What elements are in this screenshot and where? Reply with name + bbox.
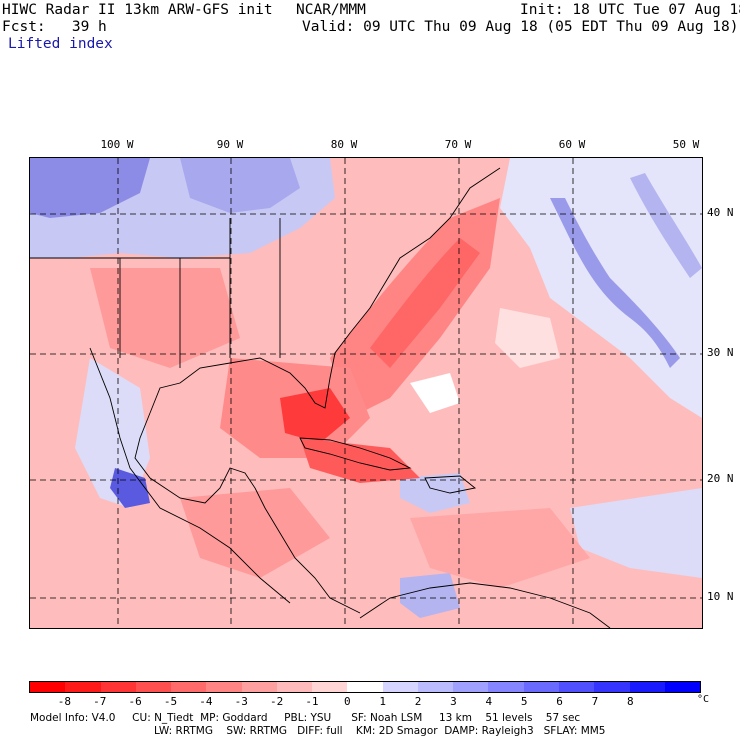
stable-core-northwest: [30, 158, 150, 218]
unstable-region-cuba: [300, 438, 420, 483]
lat-label-30n: 30 N: [707, 346, 734, 359]
lat-label-40n: 40 N: [707, 206, 734, 219]
colorbar-cell: [312, 682, 348, 692]
lon-label-50w: 50 W: [672, 138, 700, 151]
graticule: [30, 158, 702, 628]
coast-cuba: [299, 437, 412, 471]
lon-label-100w: 100 W: [100, 138, 134, 151]
colorbar-cell: [417, 682, 454, 692]
model-info-line2: LW: RRTMG SW: RRTMG DIFF: full KM: 2D Sm…: [154, 725, 606, 737]
colorbar-tick-label: 4: [485, 695, 493, 708]
colorbar-tick-label: -2: [269, 695, 284, 708]
colorbar-tick-label: -5: [163, 695, 178, 708]
stable-swirl-northeast: [630, 173, 702, 278]
lifted-index-field: [30, 158, 702, 628]
lon-label-60w: 60 W: [558, 138, 586, 151]
model-info-line1: Model Info: V4.0 CU: N_Tiedt MP: Goddard…: [30, 712, 581, 724]
colorbar-tick-label: 8: [626, 695, 634, 708]
coast-central-america: [254, 487, 361, 614]
coast-hispaniola: [424, 475, 477, 494]
unstable-core-atlantic: [370, 238, 480, 368]
neutral-patch-atlantic: [495, 308, 560, 368]
colorbar-tick-label: -4: [199, 695, 213, 708]
coast-south-america: [359, 582, 611, 628]
colorbar-tick-label: -8: [57, 695, 71, 708]
model-title: HIWC Radar II 13km ARW-GFS init: [2, 2, 273, 18]
neutral-patch-bahamas: [410, 373, 460, 413]
lon-label-90w: 90 W: [216, 138, 244, 151]
coast-mexico-pacific: [89, 347, 291, 604]
stable-core-upper-midwest: [180, 158, 300, 213]
colorbar-tick-label: 2: [414, 695, 422, 708]
coast-mexico-gulf: [134, 412, 256, 504]
colorbar-tick-label: 0: [344, 695, 351, 708]
colorbar-cell: [594, 682, 630, 692]
colorbar-tick-label: 3: [450, 695, 457, 708]
org-label: NCAR/MMM: [296, 2, 366, 18]
colorbar-cell: [65, 682, 101, 692]
stable-swirl-east: [550, 198, 680, 368]
field-name: Lifted index: [8, 36, 113, 52]
map-plot: [29, 157, 703, 629]
colorbar-cell: [206, 682, 242, 692]
unstable-region-south: [180, 488, 330, 578]
border-us-states: [30, 218, 281, 368]
unstable-region-texas: [90, 268, 240, 368]
stable-patch-south-atlantic: [570, 488, 702, 578]
colorbar-cell: [171, 682, 207, 692]
colorbar-cell: [558, 682, 595, 692]
colorbar-tick-label: -1: [305, 695, 319, 708]
stable-patch-south: [400, 573, 460, 618]
colorbar-cell: [488, 682, 524, 692]
coast-us-east: [149, 167, 501, 414]
colorbar-tick-label: 1: [379, 695, 386, 708]
stable-patch-caribbean: [400, 473, 470, 513]
colorbar-tick-label: -3: [234, 695, 248, 708]
colorbar-cell: [664, 682, 701, 692]
colorbar-tick-label: -6: [128, 695, 142, 708]
colorbar-tick-label: -7: [93, 695, 107, 708]
colorbar-cell: [241, 682, 277, 692]
unstable-core-gulf: [280, 388, 350, 443]
colorbar-cell: [30, 682, 66, 692]
stable-core-mexico: [110, 468, 150, 508]
init-time: Init: 18 UTC Tue 07 Aug 18: [520, 2, 740, 18]
colorbar-cell: [629, 682, 665, 692]
lon-label-80w: 80 W: [330, 138, 358, 151]
colorbar-tick-label: 6: [556, 695, 563, 708]
valid-time: Valid: 09 UTC Thu 09 Aug 18 (05 EDT Thu …: [302, 19, 739, 35]
colorbar-cell: [100, 682, 136, 692]
colorbar-cell: [453, 682, 489, 692]
colorbar-unit: °C: [697, 694, 710, 705]
colorbar-tick-label: 7: [591, 695, 599, 708]
colorbar-cell: [347, 682, 383, 692]
lat-label-20n: 20 N: [707, 472, 734, 485]
lon-label-70w: 70 W: [444, 138, 472, 151]
unstable-region-east-caribbean: [410, 508, 590, 588]
colorbar: [29, 681, 701, 693]
colorbar-cell: [135, 682, 172, 692]
forecast-hour: Fcst: 39 h: [2, 19, 107, 35]
colorbar-cell: [523, 682, 559, 692]
colorbar-cell: [276, 682, 313, 692]
lat-label-10n: 10 N: [707, 590, 734, 603]
stable-region-mexico: [75, 358, 150, 508]
colorbar-tick-label: 5: [520, 695, 528, 708]
coastlines: [30, 167, 611, 628]
colorbar-cell: [382, 682, 418, 692]
